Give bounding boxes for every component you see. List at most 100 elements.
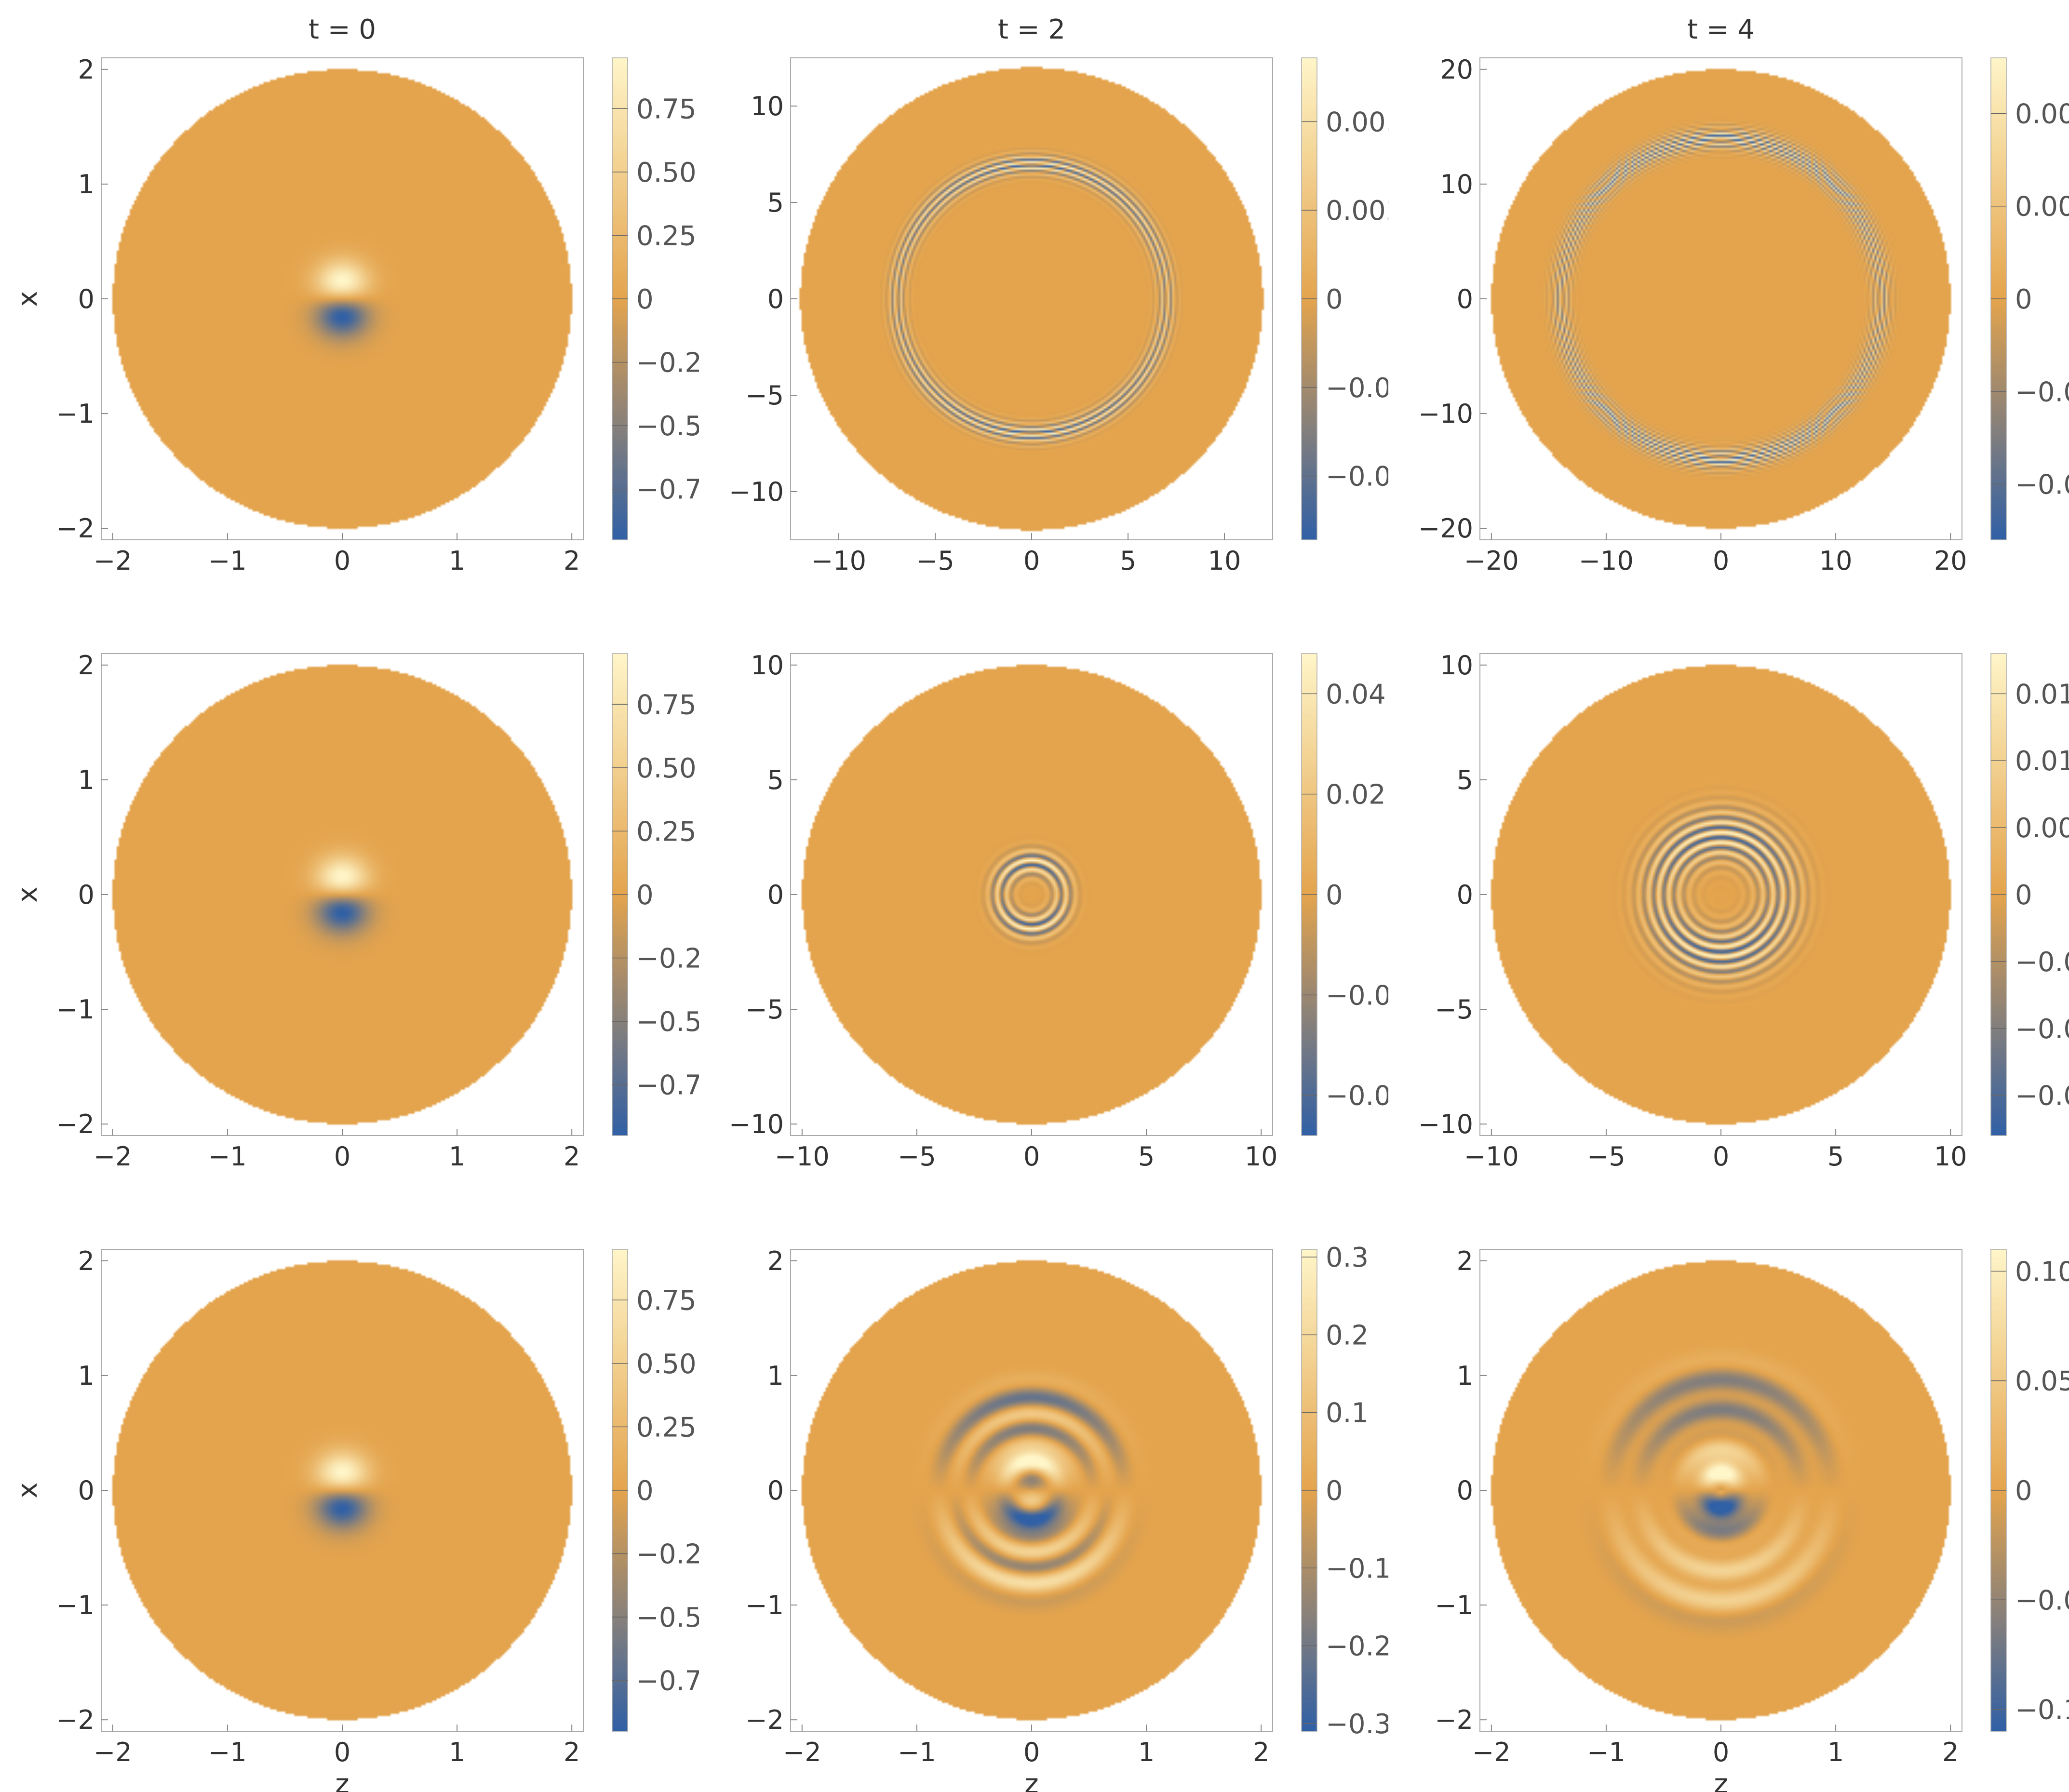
colorbar-tick-label: 0 [1326, 1475, 1343, 1507]
colorbar-tick-label: 0 [2015, 1475, 2032, 1507]
colorbar-tick-label: 0.25 [636, 220, 697, 252]
colorbar-tick-label: −0.2 [1326, 1631, 1388, 1662]
x-tick-label: 0 [1713, 1737, 1729, 1767]
y-tick-label: 10 [751, 650, 784, 681]
x-tick-label: −1 [1587, 1737, 1626, 1767]
x-tick-label: 1 [449, 1141, 465, 1172]
colorbar-tick-label: 0.015 [2015, 679, 2069, 710]
y-tick-label: 0 [1457, 1475, 1473, 1506]
x-tick-label: −1 [208, 1141, 247, 1172]
colorbar-tick-label: −0.50 [636, 1006, 699, 1038]
y-tick-label: −10 [729, 477, 784, 507]
x-tick-label: 0 [1713, 546, 1729, 576]
colorbar-tick-label: 0.0050 [1326, 107, 1388, 138]
y-tick-label: −1 [745, 1590, 784, 1620]
colorbar-tick-label: 0.25 [636, 1412, 697, 1443]
colorbar-tick-label: −0.25 [636, 1539, 699, 1570]
y-tick-label: 1 [78, 765, 94, 795]
x-tick-label: 5 [1827, 1141, 1844, 1172]
y-axis-label: x [12, 1482, 43, 1498]
y-tick-label: −5 [745, 994, 784, 1025]
colorbar-tick-label: −0.002 [2015, 469, 2069, 501]
colorbar-tick-label: −0.50 [636, 411, 699, 442]
colorbar-tick-label: 0.10 [2015, 1256, 2069, 1287]
colorbar-tick-label: −0.010 [2015, 1014, 2069, 1045]
colorbar-tick-label: −0.3 [1326, 1709, 1388, 1740]
x-tick-label: 5 [1120, 546, 1136, 576]
y-tick-label: 2 [767, 1246, 784, 1276]
colorbar-tick-label: −0.50 [636, 1602, 699, 1633]
x-tick-label: 10 [1934, 1141, 1967, 1172]
x-tick-label: −5 [916, 546, 954, 576]
x-tick-label: −1 [898, 1737, 936, 1767]
colorbar-tick-label: 0.0025 [1326, 195, 1388, 227]
panel-r1-c1: −10 −5 0 5 10 −10 −5 0 5 10 0.04 0.02 0 −0.02 −0.04 [729, 650, 1388, 1172]
y-tick-label: 5 [767, 765, 784, 795]
panel-r0-c1: t = 2 −10 −5 0 5 10 −10 −5 0 5 10 0.0050 0.0025 0 −0.0… [729, 14, 1388, 576]
colorbar-tick-label: −0.001 [2015, 376, 2069, 408]
x-tick-label: −10 [1579, 546, 1634, 576]
panel-r0-c2: t = 4 −20 −10 0 10 20 −20 −10 0 10 20 0.002 0.001 0 −0… [1418, 14, 2069, 576]
x-tick-label: 5 [1138, 1141, 1155, 1172]
x-tick-label: −2 [94, 546, 132, 576]
heatmap-disk [101, 58, 583, 540]
y-tick-label: 0 [1457, 284, 1473, 314]
colorbar-tick-label: 0 [2015, 284, 2032, 315]
colorbar-tick-label: 0.75 [636, 1285, 697, 1316]
x-tick-label: −5 [1587, 1141, 1626, 1172]
panel-r2-c0: −2 −1 0 1 2 −2 −1 0 1 2 x z 0.75 0.50 0.25 0 −0.25 −0.50 −… [12, 1246, 699, 1792]
y-tick-label: 1 [1457, 1361, 1473, 1391]
colorbar-tick-label: 0.002 [2015, 98, 2069, 130]
y-tick-label: −10 [1418, 399, 1473, 429]
colorbar-tick-label: 0.005 [2015, 813, 2069, 844]
x-tick-label: −20 [1464, 546, 1519, 576]
y-tick-label: 0 [767, 1475, 784, 1506]
x-tick-label: 1 [449, 546, 465, 576]
colorbar-tick-label: −0.25 [636, 348, 699, 379]
colorbar-tick-label: −0.25 [636, 943, 699, 975]
colorbar-tick-label: 0.50 [636, 753, 697, 784]
colorbar-tick-label: −0.04 [1326, 1081, 1388, 1112]
y-tick-label: −20 [1418, 513, 1473, 544]
panel-title: t = 2 [998, 14, 1065, 45]
x-tick-label: −10 [811, 546, 866, 576]
heatmap-disk [791, 654, 1273, 1136]
y-tick-label: 2 [78, 1246, 94, 1276]
x-tick-label: 0 [1023, 1141, 1040, 1172]
colorbar-tick-label: 0 [636, 880, 654, 911]
colorbar-tick-label: −0.015 [2015, 1081, 2069, 1112]
x-tick-label: 0 [1023, 1737, 1040, 1767]
x-tick-label: 0 [334, 1141, 350, 1172]
y-axis-label: x [12, 291, 43, 307]
colorbar-tick-label: 0.50 [636, 1349, 697, 1380]
heatmap-disk [1480, 58, 1962, 540]
x-axis-label: z [1714, 1768, 1728, 1792]
panel-title: t = 4 [1687, 14, 1755, 45]
y-tick-label: 2 [78, 54, 94, 85]
colorbar-tick-label: −0.1 [1326, 1553, 1388, 1584]
colorbar-tick-label: 0.010 [2015, 746, 2069, 777]
x-axis-label: z [335, 1768, 349, 1792]
y-tick-label: 1 [767, 1361, 784, 1391]
x-tick-label: 2 [1942, 1737, 1959, 1767]
panel-r1-c2: −10 −5 0 5 10 −10 −5 0 5 10 0.015 0.010 0.005 0 −0.005… [1418, 650, 2069, 1172]
y-tick-label: 0 [767, 880, 784, 910]
heatmap-disk [101, 1249, 583, 1731]
y-tick-label: −2 [56, 513, 94, 544]
panel-r2-c1: −2 −1 0 1 2 −2 −1 0 1 2 z 0.3 0.2 0.1 0 −0.1 −0.2 −0.3 [745, 1242, 1388, 1792]
panel-r1-c0: −2 −1 0 1 2 −2 −1 0 1 2 x 0.75 0.50 0.25 0 −0.25 −0.50 −0… [12, 650, 699, 1172]
y-axis-label: x [12, 886, 43, 902]
colorbar-tick-label: 0.3 [1326, 1242, 1369, 1273]
y-tick-label: −1 [1435, 1590, 1473, 1620]
x-tick-label: −5 [898, 1141, 936, 1172]
x-tick-label: 0 [334, 546, 350, 576]
heatmap-disk [1480, 1249, 1962, 1731]
panel-r2-c2: −2 −1 0 1 2 −2 −1 0 1 2 z 0.10 0.05 0 −0.05 −0.10 [1435, 1246, 2069, 1792]
x-tick-label: 2 [564, 1141, 580, 1172]
x-tick-label: 20 [1934, 546, 1967, 576]
colorbar-tick-label: 0 [636, 284, 654, 315]
y-tick-label: −5 [1435, 994, 1473, 1025]
y-tick-label: −10 [1418, 1109, 1473, 1139]
colorbar-tick-label: 0.75 [636, 94, 697, 125]
y-tick-label: 10 [1440, 650, 1473, 681]
